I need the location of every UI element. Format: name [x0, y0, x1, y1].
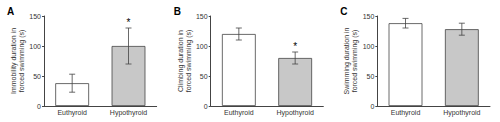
- svg-text:Hypothyroid: Hypothyroid: [443, 109, 480, 117]
- svg-text:150: 150: [29, 13, 41, 20]
- svg-text:0: 0: [370, 103, 374, 110]
- svg-text:C: C: [340, 6, 347, 17]
- svg-text:0: 0: [204, 103, 208, 110]
- svg-text:Climbing duration in: Climbing duration in: [177, 30, 185, 92]
- svg-text:50: 50: [200, 73, 208, 80]
- svg-text:150: 150: [363, 13, 375, 20]
- svg-text:50: 50: [367, 73, 375, 80]
- svg-text:Immobility duration in: Immobility duration in: [10, 28, 18, 94]
- svg-text:*: *: [293, 41, 297, 52]
- svg-text:forced swimming (s): forced swimming (s): [351, 30, 359, 93]
- svg-text:0: 0: [37, 103, 41, 110]
- svg-text:A: A: [7, 6, 14, 17]
- svg-text:Swimming duration in: Swimming duration in: [343, 27, 351, 94]
- svg-text:100: 100: [363, 43, 375, 50]
- svg-text:Hypothyroid: Hypothyroid: [276, 109, 313, 117]
- svg-text:100: 100: [196, 43, 208, 50]
- svg-text:*: *: [127, 17, 131, 28]
- svg-text:Euthyroid: Euthyroid: [391, 109, 421, 117]
- svg-text:50: 50: [33, 73, 41, 80]
- svg-text:forced swimming (s): forced swimming (s): [18, 30, 26, 93]
- svg-text:100: 100: [29, 43, 41, 50]
- svg-text:Euthyroid: Euthyroid: [57, 109, 87, 117]
- svg-text:Hypothyroid: Hypothyroid: [110, 109, 147, 117]
- svg-text:B: B: [174, 6, 181, 17]
- svg-text:150: 150: [196, 13, 208, 20]
- svg-text:Euthyroid: Euthyroid: [224, 109, 254, 117]
- svg-text:forced swimming (s): forced swimming (s): [185, 30, 193, 93]
